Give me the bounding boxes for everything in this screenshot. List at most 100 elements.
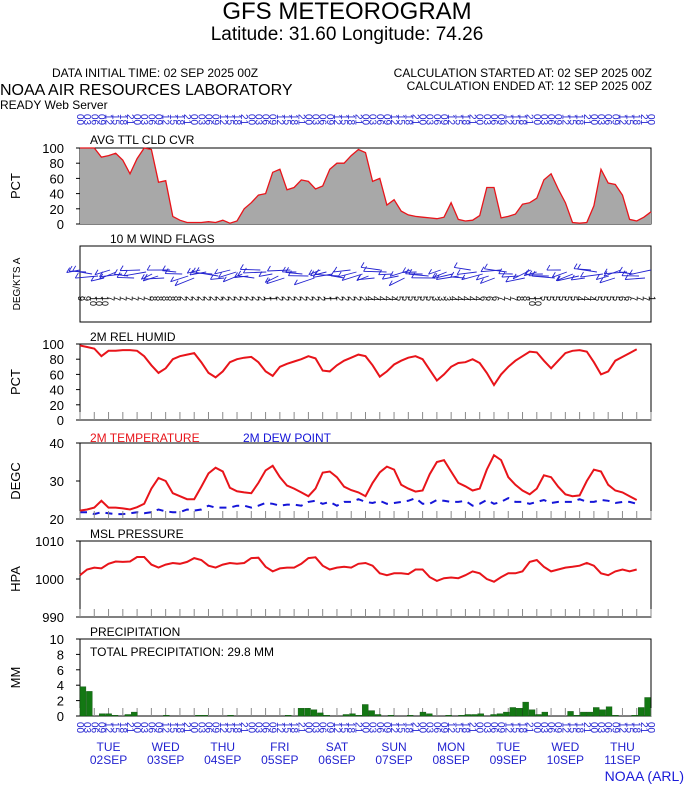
day-weekday-label: MON: [437, 740, 465, 754]
wind-speed-label: 2: [352, 296, 362, 301]
wind-speed-label: 5: [599, 296, 609, 301]
day-date-label: 08SEP: [432, 753, 469, 767]
total-precip-label: TOTAL PRECIPITATION: 29.8 MM: [90, 645, 274, 659]
wind-barb-flag: [428, 269, 432, 275]
legend-temperature: 2M TEMPERATURE: [90, 431, 200, 445]
precip-bar: [573, 715, 581, 717]
bottom-hour-label: 21: [352, 722, 363, 734]
wind-speed-label: 6: [485, 296, 495, 301]
y-tick-label: 80: [50, 352, 64, 367]
wind-barb: [144, 277, 165, 280]
wind-barb: [75, 275, 99, 279]
day-date-label: 05SEP: [261, 753, 298, 767]
wind-speed-label: 2: [280, 296, 290, 301]
bottom-hour-label: 15: [452, 722, 463, 734]
precip-bar: [503, 711, 510, 717]
wind-speed-label: 5: [425, 296, 435, 301]
bottom-hour-label: 21: [467, 722, 478, 734]
wind-barb-flag: [432, 272, 436, 278]
bottom-hour-label: 00: [131, 722, 142, 734]
wind-speed-label: 10: [533, 296, 543, 306]
top-hour-label: 12: [274, 114, 285, 126]
top-hour-label: 06: [317, 114, 328, 126]
top-hour-label: 15: [395, 114, 406, 126]
wind-speed-label: 2: [334, 296, 344, 301]
wind-barb: [382, 275, 399, 280]
wind-speed-label: 2: [358, 296, 368, 301]
wind-barb-flag: [573, 263, 578, 269]
precip-bar: [490, 714, 497, 717]
precip-bar: [516, 708, 523, 717]
wind-speed-label: 2: [208, 296, 218, 301]
y-axis-label-0: PCT: [8, 173, 23, 199]
precip-bar: [86, 691, 93, 717]
y-tick-label: 40: [50, 436, 64, 451]
wind-speed-label: 7: [130, 296, 140, 301]
wind-barb-flag: [146, 264, 151, 271]
bottom-hour-label: 03: [481, 722, 492, 734]
wind-barb: [240, 268, 261, 271]
day-weekday-label: THU: [610, 740, 635, 754]
wind-barb-flag: [330, 270, 335, 277]
y-axis-label-5: MM: [8, 667, 23, 689]
wind-speed-label: 5: [413, 296, 423, 301]
wind-speed-label: 1: [647, 296, 657, 301]
wind-speed-label: 2: [256, 296, 266, 301]
bottom-hour-label: 09: [95, 722, 106, 734]
wind-barb: [338, 271, 357, 278]
top-hour-label: 18: [402, 114, 413, 126]
wind-speed-label: 8: [154, 296, 164, 301]
wind-barb-flag: [599, 277, 604, 284]
wind-barb: [72, 270, 93, 275]
wind-speed-label: 5: [539, 296, 549, 301]
wind-barb: [360, 266, 381, 271]
precip-bar: [458, 715, 465, 717]
top-hour-label: 15: [338, 114, 349, 126]
top-hour-label: 00: [360, 114, 371, 126]
wind-barb: [333, 269, 351, 273]
wind-speed-label: 9: [82, 296, 92, 301]
wind-barb-flag: [408, 268, 413, 275]
wind-barb: [532, 275, 555, 279]
wind-barb-flag: [360, 262, 365, 268]
wind-barb-flag: [498, 268, 503, 274]
bottom-hour-label: 03: [81, 722, 92, 734]
panel-label-wind: 10 M WIND FLAGS: [110, 232, 215, 246]
top-hour-label: 00: [245, 114, 256, 126]
wind-speed-label: 3: [437, 296, 447, 301]
top-hour-label: 12: [103, 114, 114, 126]
top-hour-label: 18: [631, 114, 642, 126]
top-hour-label: 18: [517, 114, 528, 126]
wind-barb-flag: [308, 269, 313, 275]
wind-barb-flag: [267, 265, 271, 272]
bottom-hour-label: 15: [167, 722, 178, 734]
y-tick-label: 20: [50, 512, 64, 527]
wind-barb-flag: [523, 270, 528, 276]
bottom-hour-label: 09: [267, 722, 278, 734]
wind-barb-flag: [378, 269, 382, 275]
wind-speed-label: 10: [88, 296, 98, 306]
precip-bar: [464, 714, 471, 717]
wind-speed-label: 7: [629, 296, 639, 301]
wind-barb: [552, 271, 568, 278]
wind-speed-label: 2: [316, 296, 326, 301]
top-hour-label: 06: [602, 114, 613, 126]
wind-barb-flag: [214, 268, 218, 275]
top-hour-label: 03: [538, 114, 549, 126]
day-weekday-label: TUE: [496, 740, 520, 754]
wind-barb: [315, 273, 339, 277]
wind-speed-label: 2: [346, 296, 356, 301]
wind-barb-flag: [480, 278, 484, 284]
precip-bar: [541, 711, 549, 717]
wind-barb: [505, 277, 525, 283]
wind-speed-label: 5: [407, 296, 417, 301]
wind-barb-flag: [528, 270, 533, 276]
wind-barb-flag: [222, 276, 227, 283]
bottom-hour-label: 03: [595, 722, 606, 734]
bottom-hour-label: 00: [302, 722, 313, 734]
y-tick-label: 8: [57, 647, 64, 662]
panel-label-pressure: MSL PRESSURE: [90, 527, 184, 541]
data-initial-time: DATA INITIAL TIME: 02 SEP 2025 00Z: [52, 66, 259, 80]
wind-barb: [195, 271, 219, 277]
wind-barb: [310, 271, 327, 277]
